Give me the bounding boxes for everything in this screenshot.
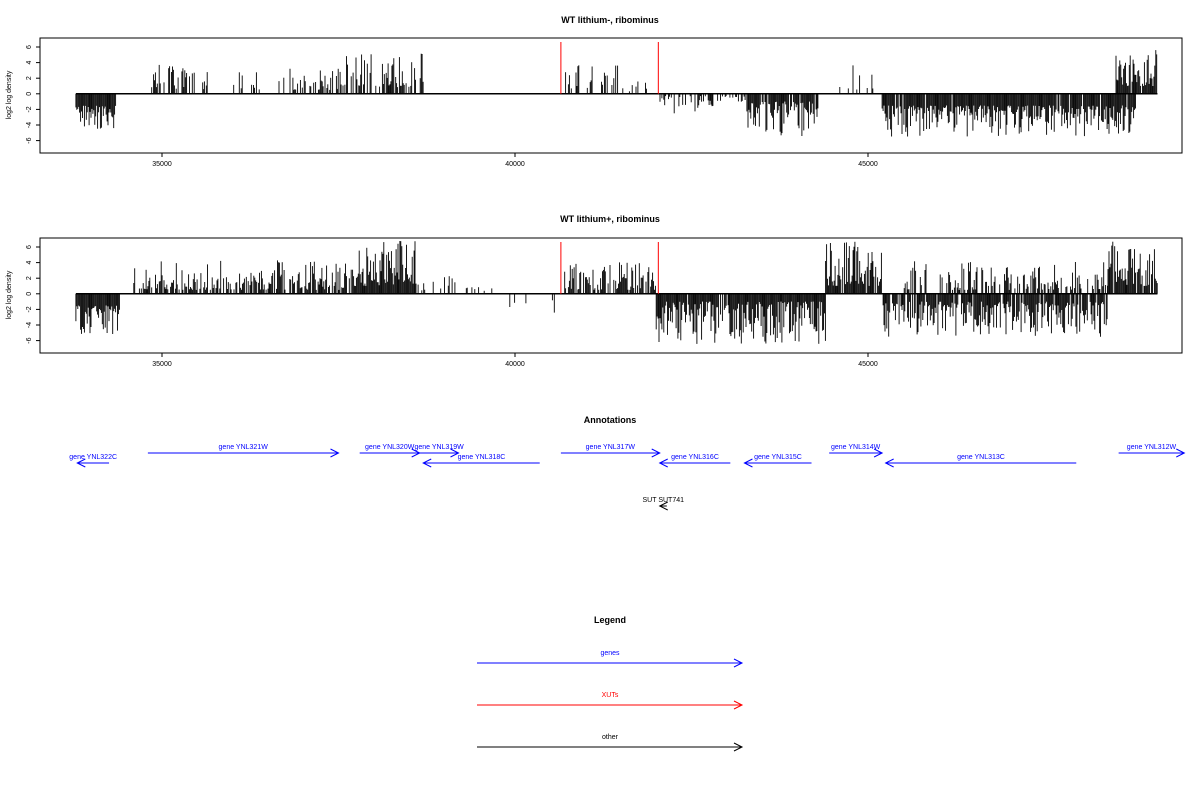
feature-arrow bbox=[560, 448, 661, 458]
y-tick-label: -2 bbox=[26, 106, 33, 112]
y-tick-label: 4 bbox=[26, 61, 33, 65]
feature-arrow bbox=[658, 501, 668, 511]
y-tick-label: 6 bbox=[26, 45, 33, 49]
y-axis: 6 4 2 0 -2 -4 -6 bbox=[26, 45, 40, 144]
x-tick-label: 35000 bbox=[152, 361, 172, 368]
legend-items: genes XUTs other bbox=[477, 650, 744, 752]
feature-label: gene YNL318C bbox=[458, 454, 506, 461]
track-plot-lithium-minus: WT lithium-, ribominus log2 log density … bbox=[6, 15, 1183, 168]
y-tick-label: -4 bbox=[26, 122, 33, 128]
feature-label: gene YNL312W bbox=[1127, 444, 1177, 451]
x-tick-label: 35000 bbox=[152, 161, 172, 168]
x-tick-label: 45000 bbox=[858, 361, 878, 368]
plot-title: WT lithium-, ribominus bbox=[561, 15, 659, 25]
x-tick-label: 40000 bbox=[505, 361, 525, 368]
legend: Legend genes XUTs other bbox=[477, 615, 744, 752]
legend-title: Legend bbox=[594, 615, 626, 625]
y-tick-label: 0 bbox=[26, 92, 33, 96]
y-tick-label: -6 bbox=[26, 337, 33, 343]
legend-label: genes bbox=[600, 650, 620, 657]
plot-frame bbox=[39, 237, 1183, 354]
feature-arrow bbox=[829, 448, 884, 458]
bars bbox=[75, 241, 1158, 344]
y-axis-label: log2 log density bbox=[6, 270, 13, 319]
legend-label: XUTs bbox=[602, 692, 619, 699]
y-tick-label: 2 bbox=[26, 76, 33, 80]
y-tick-label: -2 bbox=[26, 306, 33, 312]
feature-arrow bbox=[419, 448, 460, 458]
feature-label: gene YNL314W bbox=[831, 444, 881, 451]
feature-label: gene YNL320W bbox=[365, 444, 415, 451]
feature-arrow bbox=[1118, 448, 1186, 458]
x-tick-label: 40000 bbox=[505, 161, 525, 168]
xut-markers bbox=[560, 42, 659, 94]
feature-arrow bbox=[884, 458, 1077, 468]
bars bbox=[75, 50, 1158, 137]
y-tick-label: 4 bbox=[26, 261, 33, 265]
feature-arrow bbox=[743, 458, 812, 468]
feature-label: gene YNL321W bbox=[219, 444, 269, 451]
feature-arrow bbox=[658, 458, 731, 468]
xut-markers bbox=[560, 242, 659, 294]
y-axis: 6 4 2 0 -2 -4 -6 bbox=[26, 245, 40, 344]
legend-label: other bbox=[602, 734, 619, 741]
plot-frame bbox=[39, 37, 1183, 154]
x-axis: 35000 40000 45000 bbox=[152, 153, 878, 168]
feature-label: gene YNL313C bbox=[957, 454, 1005, 461]
feature-label: gene YNL317W bbox=[586, 444, 636, 451]
legend-arrow bbox=[477, 658, 744, 668]
y-tick-label: 0 bbox=[26, 292, 33, 296]
track-plot-lithium-plus: WT lithium+, ribominus log2 log density … bbox=[6, 214, 1183, 368]
feature-label: SUT SUT741 bbox=[643, 497, 685, 504]
legend-arrow bbox=[477, 742, 744, 752]
annotations-title: Annotations bbox=[584, 415, 637, 425]
y-tick-label: 2 bbox=[26, 276, 33, 280]
y-tick-label: -6 bbox=[26, 137, 33, 143]
feature-arrow bbox=[76, 458, 110, 468]
plot-title: WT lithium+, ribominus bbox=[560, 214, 660, 224]
feature-label: gene YNL316C bbox=[671, 454, 719, 461]
x-tick-label: 45000 bbox=[858, 161, 878, 168]
y-tick-label: -4 bbox=[26, 322, 33, 328]
y-tick-label: 6 bbox=[26, 245, 33, 249]
feature-label: gene YNL322C bbox=[69, 454, 117, 461]
feature-arrow bbox=[422, 458, 540, 468]
feature-label: gene YNL315C bbox=[754, 454, 802, 461]
feature-label: gene YNL319W bbox=[414, 444, 464, 451]
y-axis-label: log2 log density bbox=[6, 70, 13, 119]
annotations-track: Annotations gene YNL322C gene YNL321W gene… bbox=[69, 415, 1186, 511]
legend-arrow bbox=[477, 700, 744, 710]
x-axis: 35000 40000 45000 bbox=[152, 353, 878, 368]
feature-arrow bbox=[147, 448, 340, 458]
